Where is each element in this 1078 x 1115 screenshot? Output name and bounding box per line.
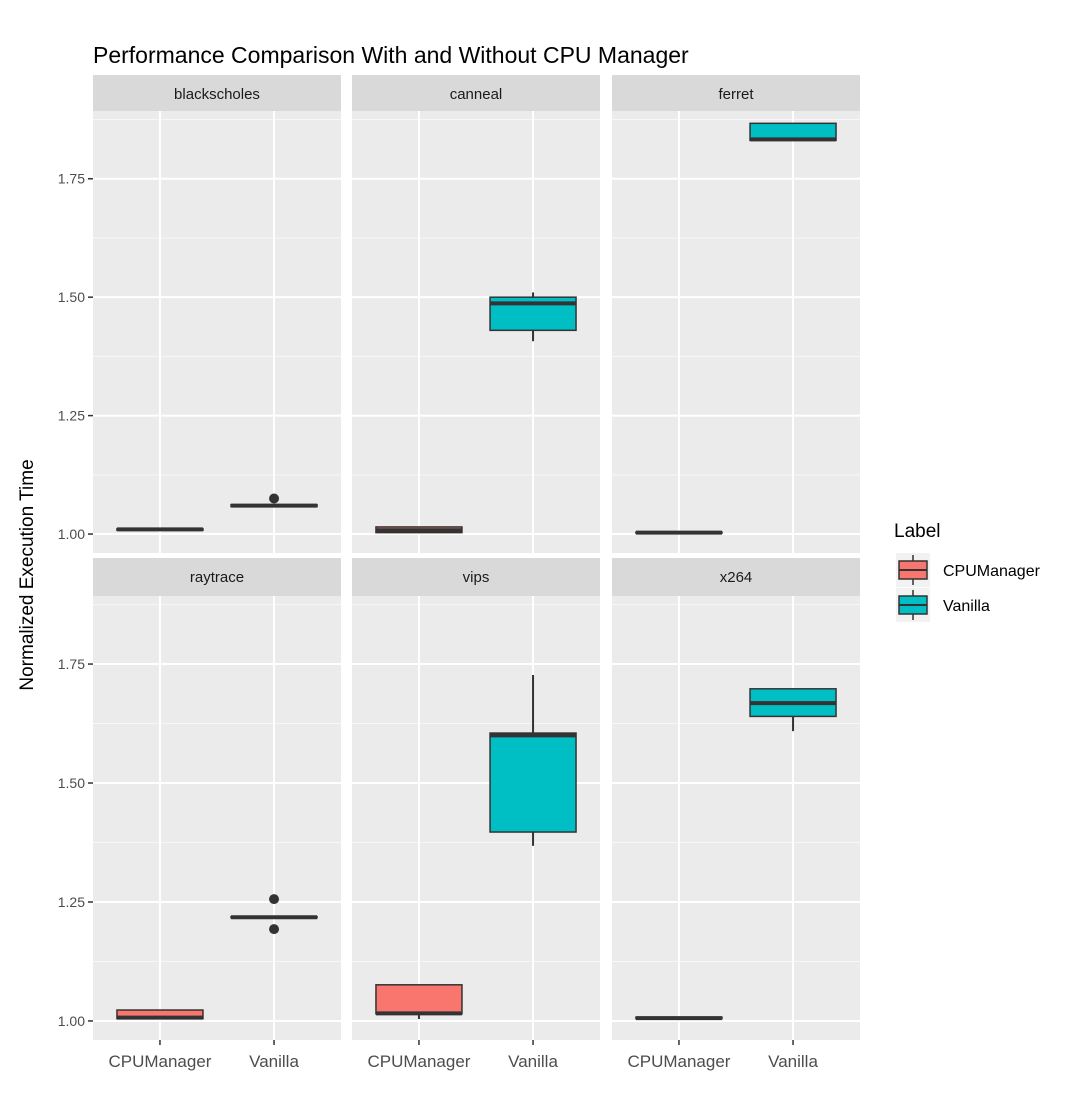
facet-strip [612,75,860,111]
facet-panel-ferret: ferret [612,75,860,553]
facet-label: x264 [720,569,753,586]
box-CPUManager [635,1016,723,1021]
facet-panel-blackscholes: blackscholes 1.00 1.25 1.50 1.75 [58,75,341,553]
facet-panel-canneal: canneal [352,75,600,553]
panel-background [612,111,860,553]
facet-label: ferret [718,86,754,103]
y-tick-label: 1.00 [58,526,85,542]
panel-background [93,111,341,553]
y-tick-label: 1.50 [58,289,85,305]
panel-background [93,596,341,1040]
outlier-point [269,924,280,935]
y-tick-label: 1.25 [58,894,85,910]
facet-label: canneal [450,86,503,103]
y-tick-label: 1.75 [58,656,85,672]
box-Vanilla [230,493,318,508]
box-CPUManager [116,527,204,532]
facet-label: vips [463,569,490,586]
x-tick-label: CPUManager [367,1052,470,1071]
box-iqr [375,984,463,1015]
box-CPUManager [116,1009,204,1020]
facet-label: blackscholes [174,86,260,103]
legend-label: CPUManager [943,563,1041,580]
facet-strip [93,75,341,111]
box-Vanilla [230,894,318,935]
panel-background [352,111,600,553]
legend-title: Label [894,521,941,542]
x-tick-label: Vanilla [508,1052,558,1071]
box-Vanilla [489,292,577,342]
legend: Label CPUManager Vanilla [894,521,1041,622]
facet-label: raytrace [190,569,244,586]
facet-strip [352,558,600,596]
box-CPUManager [375,984,463,1020]
facet-strip [93,558,341,596]
box-Vanilla [749,122,837,142]
y-axis-label: Normalized Execution Time [17,459,38,690]
box-Vanilla [489,674,577,846]
facet-strip [352,75,600,111]
y-tick-label: 1.75 [58,171,85,187]
legend-entry-CPUManager: CPUManager [896,553,1041,587]
box-CPUManager [375,526,463,534]
x-tick-label: CPUManager [108,1052,211,1071]
outlier-point [269,894,280,905]
y-tick-label: 1.50 [58,775,85,791]
y-tick-label: 1.25 [58,408,85,424]
box-Vanilla [749,688,837,732]
box-iqr [489,732,577,833]
facet-strip [612,558,860,596]
facet-panel-raytrace: raytrace 1.00 1.25 1.50 1.75 CPUManager Vanill… [58,558,341,1071]
facet-panel-vips: vips CPUManager Vanilla [352,558,600,1071]
x-tick-label: Vanilla [768,1052,818,1071]
facet-panel-x264: x264 CPUManager Vanilla [612,558,860,1071]
legend-label: Vanilla [943,598,990,615]
x-tick-label: Vanilla [249,1052,299,1071]
x-tick-label: CPUManager [627,1052,730,1071]
outlier-point [269,493,280,504]
y-tick-label: 1.00 [58,1013,85,1029]
legend-entry-Vanilla: Vanilla [896,588,990,622]
box-CPUManager [635,530,723,535]
panel-background [612,596,860,1040]
chart-title: Performance Comparison With and Without … [93,42,689,68]
